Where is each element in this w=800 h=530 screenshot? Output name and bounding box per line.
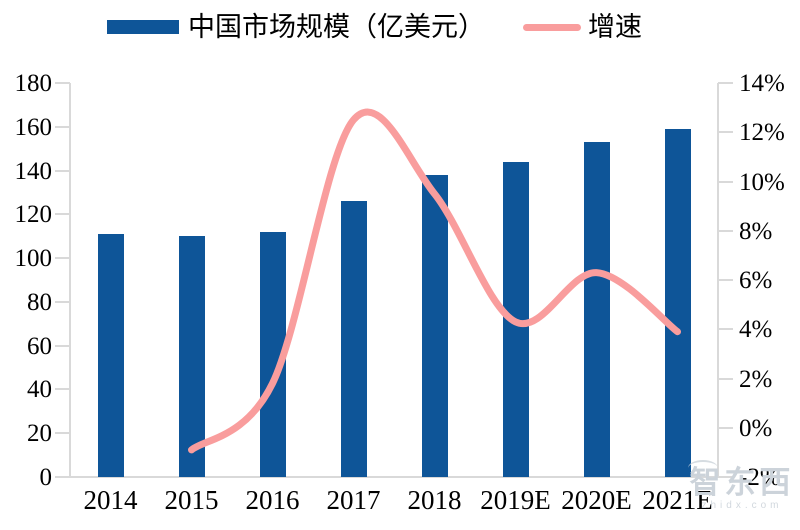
x-axis-label: 2016 [245, 485, 300, 515]
x-axis-label: 2019E [480, 485, 551, 515]
x-axis-label: 2018 [407, 485, 462, 515]
right-axis-tick [718, 229, 733, 232]
left-axis-tick-label: 0 [39, 464, 53, 491]
left-axis-tick [55, 169, 70, 172]
left-axis-tick-label: 60 [27, 332, 52, 360]
bar-series-label: 中国市场规模（亿美元） [188, 11, 485, 42]
plot-area [70, 83, 718, 477]
right-axis-tick-label: 4% [739, 316, 773, 344]
x-axis-label: 2020E [561, 485, 632, 515]
left-axis-tick-label: 120 [14, 201, 53, 229]
left-axis-tick [55, 476, 70, 478]
bar-2021E [664, 129, 691, 477]
left-axis-tick-label: 180 [14, 70, 53, 97]
left-axis-tick [55, 388, 70, 391]
left-axis-tick [55, 213, 70, 216]
watermark-domain-text: zhidx.com [701, 500, 783, 512]
right-axis-tick-label: 12% [739, 119, 785, 147]
line-series-label: 增速 [588, 11, 642, 42]
left-axis-tick-label: 160 [14, 113, 53, 141]
bar-series-swatch [107, 20, 179, 34]
watermark: 智东西 zhidx.com [686, 460, 798, 512]
left-axis-tick [55, 344, 70, 347]
left-axis-tick-label: 140 [14, 157, 53, 185]
right-axis-tick-label: 6% [739, 267, 773, 294]
right-axis-tick [718, 131, 733, 134]
x-axis-line [69, 476, 719, 478]
legend: 中国市场规模（亿美元） 增速 [107, 10, 642, 44]
right-axis-tick [718, 476, 733, 478]
left-axis-tick-label: 40 [27, 376, 52, 404]
line-series-swatch [523, 23, 581, 31]
left-axis-line [69, 83, 71, 478]
bar-2018 [421, 174, 448, 477]
right-axis-tick [718, 279, 733, 281]
growth-line-path [188, 108, 681, 454]
right-axis-tick [718, 82, 733, 84]
left-axis-tick-label: 80 [27, 288, 52, 316]
left-axis-tick [55, 82, 70, 84]
right-axis-tick [718, 180, 733, 183]
left-axis-tick-label: 20 [27, 420, 52, 448]
left-axis-tick [55, 257, 70, 260]
left-axis-tick [55, 432, 70, 435]
right-axis-tick-label: 8% [739, 217, 773, 245]
left-axis-tick [55, 125, 70, 128]
bar-2014 [97, 234, 124, 477]
left-axis-tick-label: 100 [14, 245, 53, 273]
x-axis-label: 2014 [83, 485, 138, 515]
watermark-arc-icon [688, 460, 718, 476]
bar-2015 [178, 236, 205, 477]
bar-2020E [583, 142, 610, 477]
growth-line [188, 108, 681, 454]
left-axis-tick [55, 300, 70, 303]
right-axis-tick-label: 0% [739, 414, 773, 442]
right-axis-tick-label: 10% [739, 168, 785, 196]
right-axis-tick [718, 328, 733, 331]
right-axis-tick-label: 14% [739, 70, 785, 97]
right-axis-tick-label: 2% [739, 365, 773, 393]
bar-2017 [340, 201, 367, 477]
x-axis-label: 2021E [642, 485, 713, 515]
x-axis-label: 2015 [164, 485, 219, 515]
x-axis-label: 2017 [326, 485, 381, 515]
right-axis-tick [718, 377, 733, 380]
right-axis-tick-label: -2% [739, 464, 781, 491]
right-axis-tick [718, 426, 733, 429]
